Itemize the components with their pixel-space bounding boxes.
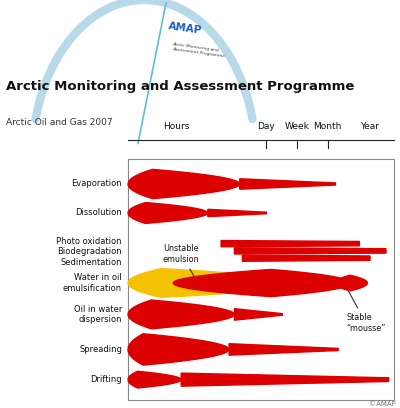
Text: Year: Year [360,122,380,131]
Polygon shape [173,269,352,297]
Polygon shape [128,371,181,388]
Text: Arctic Oil and Gas 2007: Arctic Oil and Gas 2007 [6,118,113,127]
Polygon shape [242,255,370,261]
Text: Arctic Monitoring and
Assessment Programme: Arctic Monitoring and Assessment Program… [172,42,226,58]
Polygon shape [208,209,266,217]
Polygon shape [336,275,368,291]
Text: Stable
“mousse”: Stable “mousse” [346,287,386,333]
Polygon shape [240,179,336,189]
Polygon shape [221,241,360,247]
Text: Photo oxidation
Biodegradation
Sedimentation: Photo oxidation Biodegradation Sedimenta… [56,237,122,266]
Text: Arctic Monitoring and Assessment Programme: Arctic Monitoring and Assessment Program… [6,80,354,93]
Text: Week: Week [284,122,309,131]
Polygon shape [128,334,229,365]
Polygon shape [128,202,208,224]
Polygon shape [128,169,240,199]
Text: ©AMAP: ©AMAP [369,401,396,408]
Text: Evaporation: Evaporation [71,180,122,188]
Bar [128,159,394,400]
Polygon shape [234,309,282,320]
Polygon shape [229,344,338,355]
Polygon shape [128,268,296,297]
Polygon shape [128,300,234,329]
Text: AMAP: AMAP [168,21,203,36]
Text: Day: Day [258,122,275,131]
Text: Water in oil
emulsification: Water in oil emulsification [63,273,122,293]
Text: Hours: Hours [163,122,189,131]
Polygon shape [234,248,386,254]
Text: Spreading: Spreading [79,345,122,354]
Polygon shape [181,373,389,386]
Text: Unstable
emulsion: Unstable emulsion [163,244,200,279]
Text: Oil in water
dispersion: Oil in water dispersion [74,305,122,324]
Text: Month: Month [313,122,342,131]
Text: Dissolution: Dissolution [75,208,122,217]
Text: Drifting: Drifting [90,375,122,384]
